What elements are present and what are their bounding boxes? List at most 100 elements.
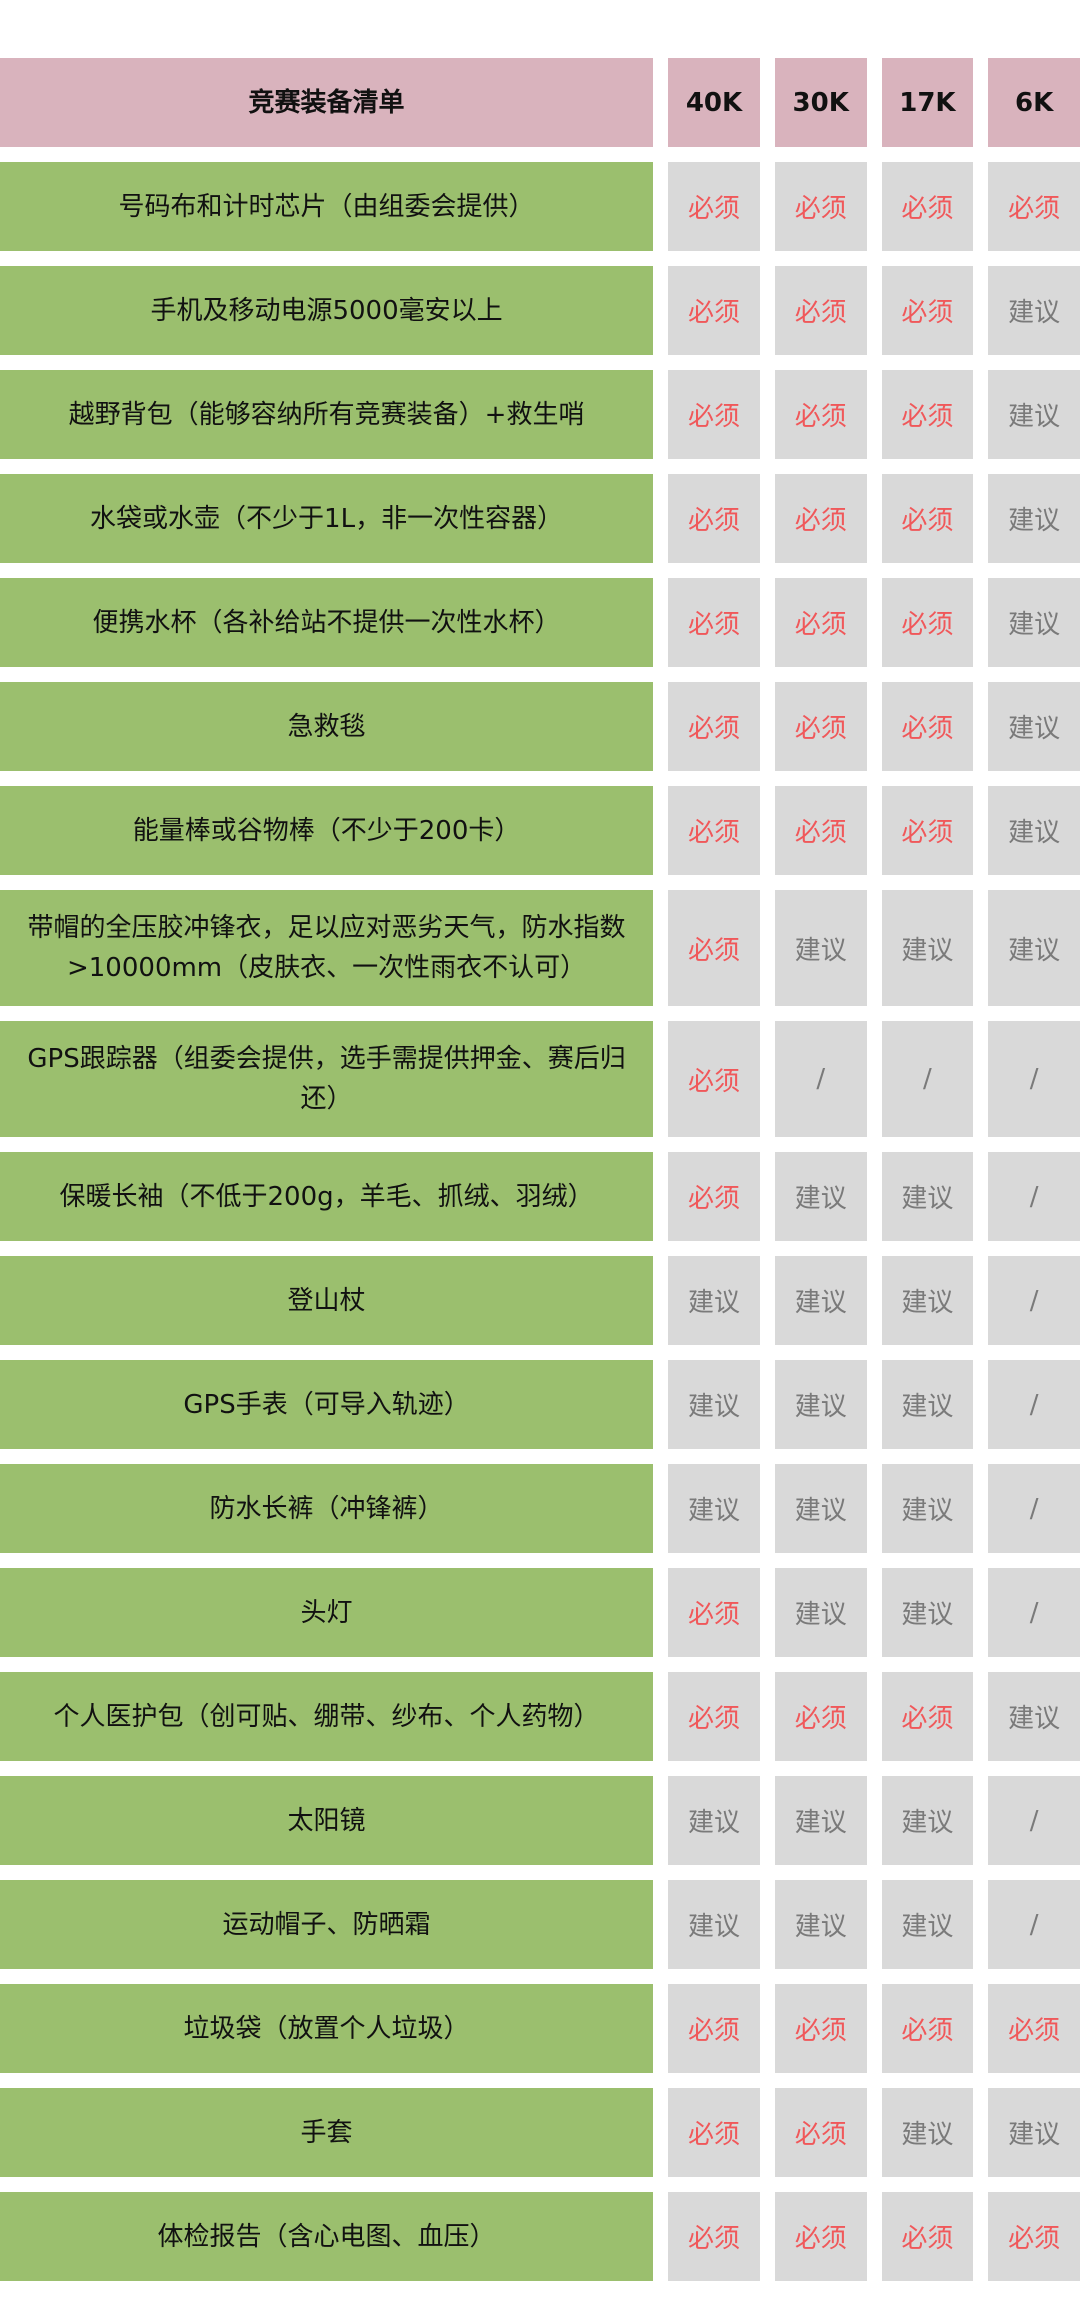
requirement-cell: 建议	[774, 1776, 867, 1865]
requirement-cell: 建议	[668, 1880, 760, 1969]
column-header-40k: 40K	[668, 58, 760, 147]
requirement-cell: /	[988, 1256, 1080, 1345]
requirement-cell: 建议	[988, 266, 1080, 355]
requirement-cell: 必须	[881, 474, 974, 563]
table-row: 垃圾袋（放置个人垃圾） 必须 必须 必须 必须	[0, 1984, 1080, 2073]
requirement-cell: 必须	[668, 578, 760, 667]
requirement-cell: 建议	[774, 1464, 867, 1553]
item-label: 水袋或水壶（不少于1L，非一次性容器）	[0, 474, 654, 563]
requirement-cell: 必须	[881, 786, 974, 875]
requirement-cell: 必须	[881, 578, 974, 667]
table-row: 号码布和计时芯片（由组委会提供） 必须 必须 必须 必须	[0, 162, 1080, 251]
table-row: 体检报告（含心电图、血压） 必须 必须 必须 必须	[0, 2192, 1080, 2281]
requirement-cell: 建议	[881, 2088, 974, 2177]
requirement-cell: 建议	[774, 1568, 867, 1657]
item-label: 手套	[0, 2088, 654, 2177]
requirement-cell: /	[774, 1021, 867, 1137]
requirement-cell: 建议	[881, 1880, 974, 1969]
requirement-cell: 建议	[881, 1256, 974, 1345]
requirement-cell: 必须	[668, 162, 760, 251]
item-label: 登山杖	[0, 1256, 654, 1345]
requirement-cell: 必须	[668, 890, 760, 1006]
table-row: 头灯 必须 建议 建议 /	[0, 1568, 1080, 1657]
requirement-cell: 建议	[668, 1256, 760, 1345]
table-row: 能量棒或谷物棒（不少于200卡） 必须 必须 必须 建议	[0, 786, 1080, 875]
requirement-cell: 必须	[668, 1984, 760, 2073]
table-row: 个人医护包（创可贴、绷带、纱布、个人药物） 必须 必须 必须 建议	[0, 1672, 1080, 1761]
item-label: GPS跟踪器（组委会提供，选手需提供押金、赛后归还）	[0, 1021, 654, 1137]
requirement-cell: 必须	[774, 682, 867, 771]
requirement-cell: 建议	[881, 1776, 974, 1865]
requirement-cell: 建议	[774, 1360, 867, 1449]
table-row: GPS跟踪器（组委会提供，选手需提供押金、赛后归还） 必须 / / /	[0, 1021, 1080, 1137]
requirement-cell: 建议	[988, 890, 1080, 1006]
item-label: 太阳镜	[0, 1776, 654, 1865]
requirement-cell: 建议	[774, 1152, 867, 1241]
item-label: 保暖长袖（不低于200g，羊毛、抓绒、羽绒）	[0, 1152, 654, 1241]
requirement-cell: 建议	[988, 682, 1080, 771]
requirement-cell: 必须	[668, 370, 760, 459]
table-row: 手机及移动电源5000毫安以上 必须 必须 必须 建议	[0, 266, 1080, 355]
table-row: 登山杖 建议 建议 建议 /	[0, 1256, 1080, 1345]
table-row: 太阳镜 建议 建议 建议 /	[0, 1776, 1080, 1865]
requirement-cell: 建议	[881, 890, 974, 1006]
item-label: 头灯	[0, 1568, 654, 1657]
header-row: 竞赛装备清单 40K 30K 17K 6K	[0, 58, 1080, 147]
requirement-cell: 必须	[881, 370, 974, 459]
requirement-cell: 建议	[668, 1464, 760, 1553]
equipment-table: 竞赛装备清单 40K 30K 17K 6K 号码布和计时芯片（由组委会提供） 必须…	[0, 58, 1080, 2296]
requirement-cell: /	[988, 1360, 1080, 1449]
requirement-cell: 建议	[881, 1360, 974, 1449]
item-label: 防水长裤（冲锋裤）	[0, 1464, 654, 1553]
table-row: 保暖长袖（不低于200g，羊毛、抓绒、羽绒） 必须 建议 建议 /	[0, 1152, 1080, 1241]
requirement-cell: 必须	[668, 2088, 760, 2177]
requirement-cell: 必须	[988, 2192, 1080, 2281]
column-header-30k: 30K	[774, 58, 867, 147]
requirement-cell: 必须	[774, 370, 867, 459]
requirement-cell: 建议	[988, 474, 1080, 563]
table-row: 防水长裤（冲锋裤） 建议 建议 建议 /	[0, 1464, 1080, 1553]
requirement-cell: 必须	[668, 786, 760, 875]
item-label: 急救毯	[0, 682, 654, 771]
requirement-cell: 必须	[668, 1568, 760, 1657]
table-row: 越野背包（能够容纳所有竞赛装备）+救生哨 必须 必须 必须 建议	[0, 370, 1080, 459]
table-row: 带帽的全压胶冲锋衣，足以应对恶劣天气，防水指数>10000mm（皮肤衣、一次性雨…	[0, 890, 1080, 1006]
requirement-cell: 必须	[988, 1984, 1080, 2073]
column-header-17k: 17K	[881, 58, 974, 147]
requirement-cell: 必须	[668, 682, 760, 771]
requirement-cell: 必须	[774, 266, 867, 355]
requirement-cell: 必须	[668, 1152, 760, 1241]
column-header-6k: 6K	[988, 58, 1080, 147]
requirement-cell: /	[988, 1568, 1080, 1657]
item-label: 越野背包（能够容纳所有竞赛装备）+救生哨	[0, 370, 654, 459]
item-label: 手机及移动电源5000毫安以上	[0, 266, 654, 355]
requirement-cell: 建议	[774, 890, 867, 1006]
requirement-cell: 必须	[774, 2088, 867, 2177]
item-label: 号码布和计时芯片（由组委会提供）	[0, 162, 654, 251]
requirement-cell: /	[988, 1464, 1080, 1553]
requirement-cell: 建议	[774, 1256, 867, 1345]
table-row: GPS手表（可导入轨迹） 建议 建议 建议 /	[0, 1360, 1080, 1449]
item-label: 运动帽子、防晒霜	[0, 1880, 654, 1969]
table-title: 竞赛装备清单	[0, 58, 654, 147]
table-row: 手套 必须 必须 建议 建议	[0, 2088, 1080, 2177]
table-row: 便携水杯（各补给站不提供一次性水杯） 必须 必须 必须 建议	[0, 578, 1080, 667]
table-row: 急救毯 必须 必须 必须 建议	[0, 682, 1080, 771]
requirement-cell: 建议	[988, 786, 1080, 875]
requirement-cell: /	[988, 1880, 1080, 1969]
item-label: 垃圾袋（放置个人垃圾）	[0, 1984, 654, 2073]
requirement-cell: 建议	[774, 1880, 867, 1969]
requirement-cell: 必须	[881, 682, 974, 771]
requirement-cell: 必须	[881, 266, 974, 355]
requirement-cell: 建议	[988, 578, 1080, 667]
item-label: GPS手表（可导入轨迹）	[0, 1360, 654, 1449]
requirement-cell: 必须	[668, 474, 760, 563]
requirement-cell: 必须	[988, 162, 1080, 251]
requirement-cell: 建议	[668, 1776, 760, 1865]
requirement-cell: 必须	[668, 266, 760, 355]
item-label: 能量棒或谷物棒（不少于200卡）	[0, 786, 654, 875]
table-row: 运动帽子、防晒霜 建议 建议 建议 /	[0, 1880, 1080, 1969]
requirement-cell: 必须	[774, 1672, 867, 1761]
requirement-cell: 必须	[774, 786, 867, 875]
requirement-cell: 必须	[881, 1984, 974, 2073]
